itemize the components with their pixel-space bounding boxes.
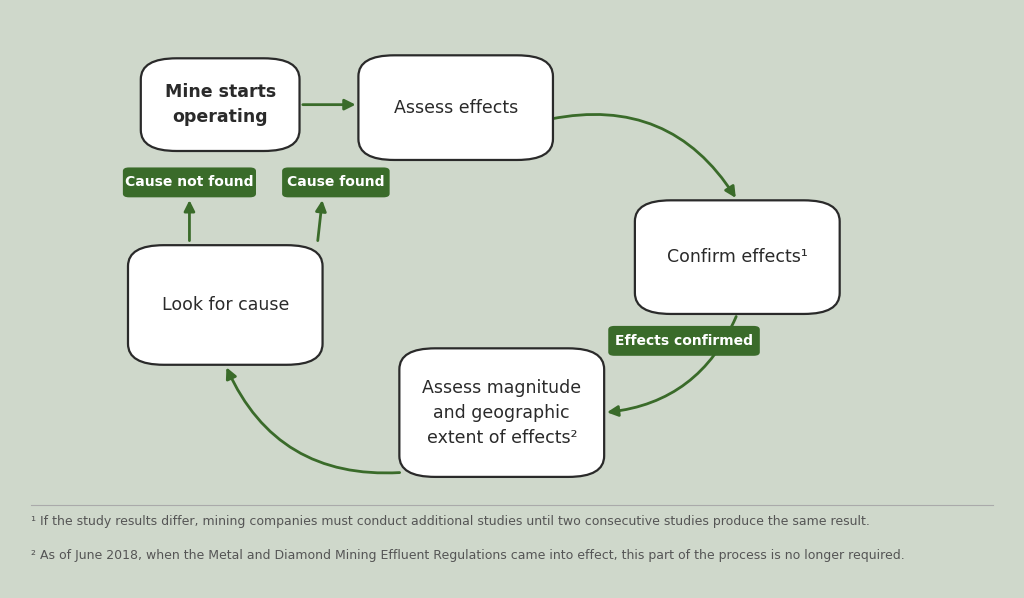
Text: Effects confirmed: Effects confirmed [615, 334, 753, 348]
FancyBboxPatch shape [283, 167, 389, 197]
Text: Assess effects: Assess effects [393, 99, 518, 117]
Text: Cause found: Cause found [287, 175, 385, 190]
FancyBboxPatch shape [128, 245, 323, 365]
FancyBboxPatch shape [141, 59, 299, 151]
FancyBboxPatch shape [608, 326, 760, 356]
Text: Confirm effects¹: Confirm effects¹ [667, 248, 808, 266]
FancyBboxPatch shape [358, 56, 553, 160]
FancyBboxPatch shape [635, 200, 840, 314]
Text: ¹ If the study results differ, mining companies must conduct additional studies : ¹ If the study results differ, mining co… [31, 515, 869, 529]
FancyBboxPatch shape [399, 348, 604, 477]
Text: Assess magnitude
and geographic
extent of effects²: Assess magnitude and geographic extent o… [422, 379, 582, 447]
FancyBboxPatch shape [123, 167, 256, 197]
Text: Mine starts
operating: Mine starts operating [165, 83, 275, 126]
Text: Cause not found: Cause not found [125, 175, 254, 190]
Text: Look for cause: Look for cause [162, 296, 289, 314]
Text: ² As of June 2018, when the Metal and Diamond Mining Effluent Regulations came i: ² As of June 2018, when the Metal and Di… [31, 549, 904, 562]
